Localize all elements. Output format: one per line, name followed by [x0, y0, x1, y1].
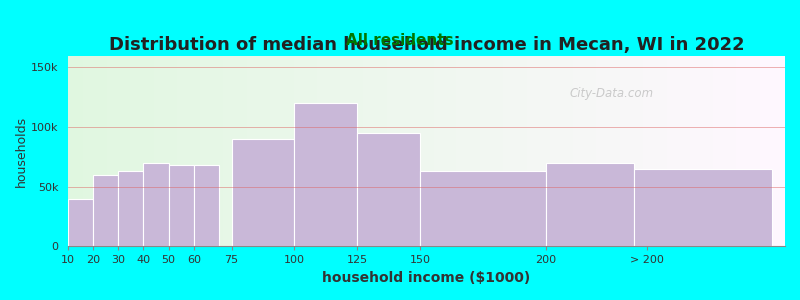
Bar: [143, 163, 169, 246]
Y-axis label: households: households: [15, 116, 28, 187]
Bar: [546, 163, 634, 246]
Text: City-Data.com: City-Data.com: [570, 87, 654, 100]
Bar: [420, 171, 546, 246]
Bar: [294, 103, 358, 246]
Bar: [358, 133, 420, 246]
Bar: [634, 169, 773, 246]
X-axis label: household income ($1000): household income ($1000): [322, 271, 530, 285]
Text: All residents: All residents: [346, 33, 454, 48]
Bar: [169, 165, 194, 246]
Bar: [194, 165, 219, 246]
Title: Distribution of median household income in Mecan, WI in 2022: Distribution of median household income …: [109, 36, 744, 54]
Bar: [118, 171, 143, 246]
Bar: [231, 139, 294, 246]
Bar: [68, 199, 93, 246]
Bar: [93, 175, 118, 246]
